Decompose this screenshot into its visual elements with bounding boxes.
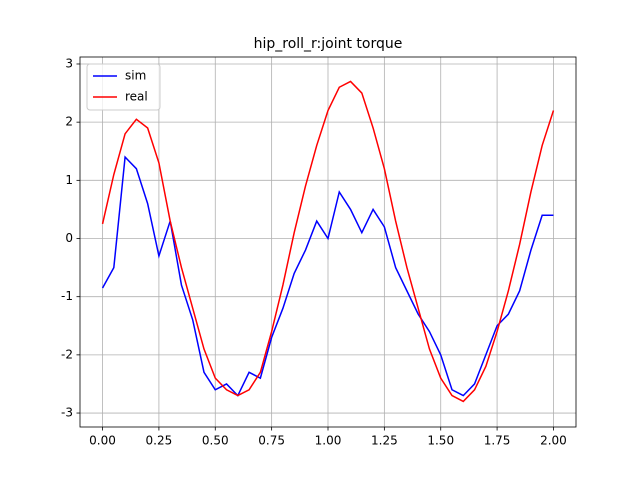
x-tick-label: 0.25 [146,434,173,448]
y-tick-label: 0 [65,231,73,245]
y-tick-label: -3 [61,406,73,420]
y-tick-label: 3 [65,56,73,70]
x-tick-label: 0.75 [258,434,285,448]
x-tick-label: 1.00 [315,434,342,448]
x-tick-label: 1.50 [427,434,454,448]
chart-title: hip_roll_r:joint torque [254,36,403,52]
series-line [101,80,555,403]
series-line [101,155,554,397]
x-tick-label: 0.00 [89,434,116,448]
legend-label: sim [125,69,146,83]
x-tick-label: 0.50 [202,434,229,448]
y-tick-label: -1 [61,289,73,303]
y-tick-label: 1 [65,173,73,187]
y-tick-label: -2 [61,347,73,361]
x-tick-label: 1.75 [484,434,511,448]
legend-box [86,63,161,111]
plot-frame [79,56,577,428]
x-tick-label: 1.25 [371,434,398,448]
y-tick-label: 2 [65,115,73,129]
x-tick-label: 2.00 [540,434,567,448]
legend-label: real [125,90,148,104]
